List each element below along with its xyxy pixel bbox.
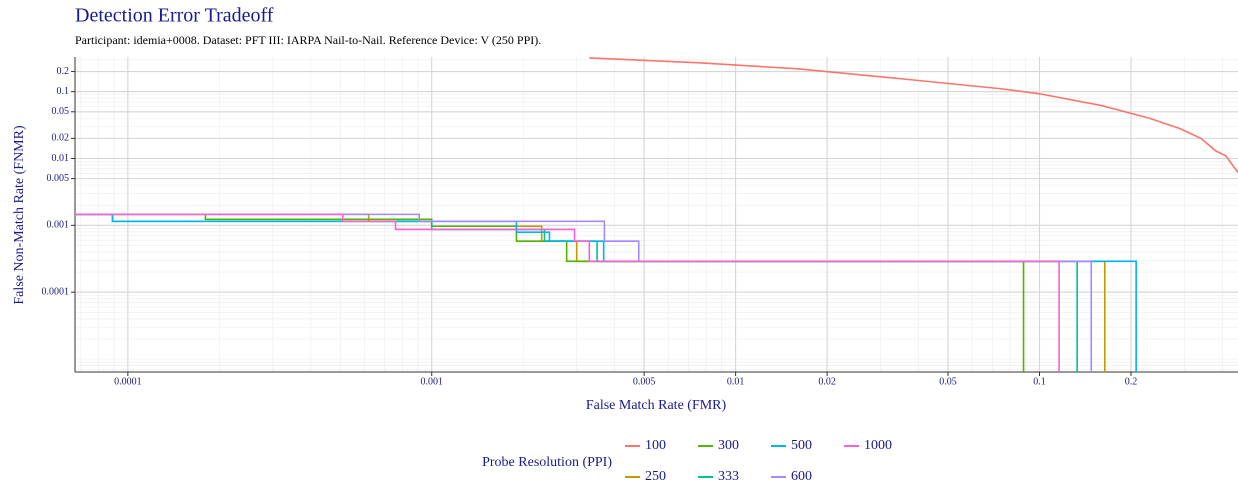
legend-label: 100 (645, 438, 666, 453)
x-tick-label: 0.05 (939, 376, 957, 387)
y-tick-label: 0.005 (47, 173, 70, 184)
chart-subtitle: Participant: idemia+0008. Dataset: PFT I… (75, 33, 541, 47)
series-line (75, 213, 1060, 372)
series-line (75, 213, 1137, 372)
y-tick-label: 0.01 (52, 153, 70, 164)
x-tick-label: 0.001 (420, 376, 443, 387)
x-tick-label: 0.005 (633, 376, 656, 387)
y-tick-label: 0.1 (57, 86, 70, 97)
legend-label: 333 (718, 469, 739, 484)
x-tick-label: 0.0001 (114, 376, 142, 387)
y-tick-label: 0.05 (52, 106, 70, 117)
legend-label: 500 (791, 438, 812, 453)
legend-label: 600 (791, 469, 812, 484)
series-line (75, 213, 1093, 372)
chart-title: Detection Error Tradeoff (75, 5, 274, 27)
legend-label: 1000 (864, 438, 892, 453)
x-tick-label: 0.02 (818, 376, 836, 387)
series-line (75, 213, 1025, 372)
grid (75, 57, 1238, 372)
y-tick-label: 0.001 (47, 220, 70, 231)
y-axis-label: False Non-Match Rate (FNMR) (12, 125, 27, 305)
x-axis-label: False Match Rate (FMR) (586, 398, 727, 413)
series-line (589, 57, 1238, 173)
legend-label: 300 (718, 438, 739, 453)
y-tick-label: 0.0001 (42, 286, 70, 297)
legend-title: Probe Resolution (PPI) (482, 455, 612, 470)
y-tick-label: 0.02 (52, 133, 70, 144)
x-tick-label: 0.1 (1033, 376, 1046, 387)
legend-label: 250 (645, 469, 666, 484)
x-tick-label: 0.01 (727, 376, 745, 387)
y-tick-label: 0.2 (57, 66, 70, 77)
x-tick-label: 0.2 (1125, 376, 1138, 387)
